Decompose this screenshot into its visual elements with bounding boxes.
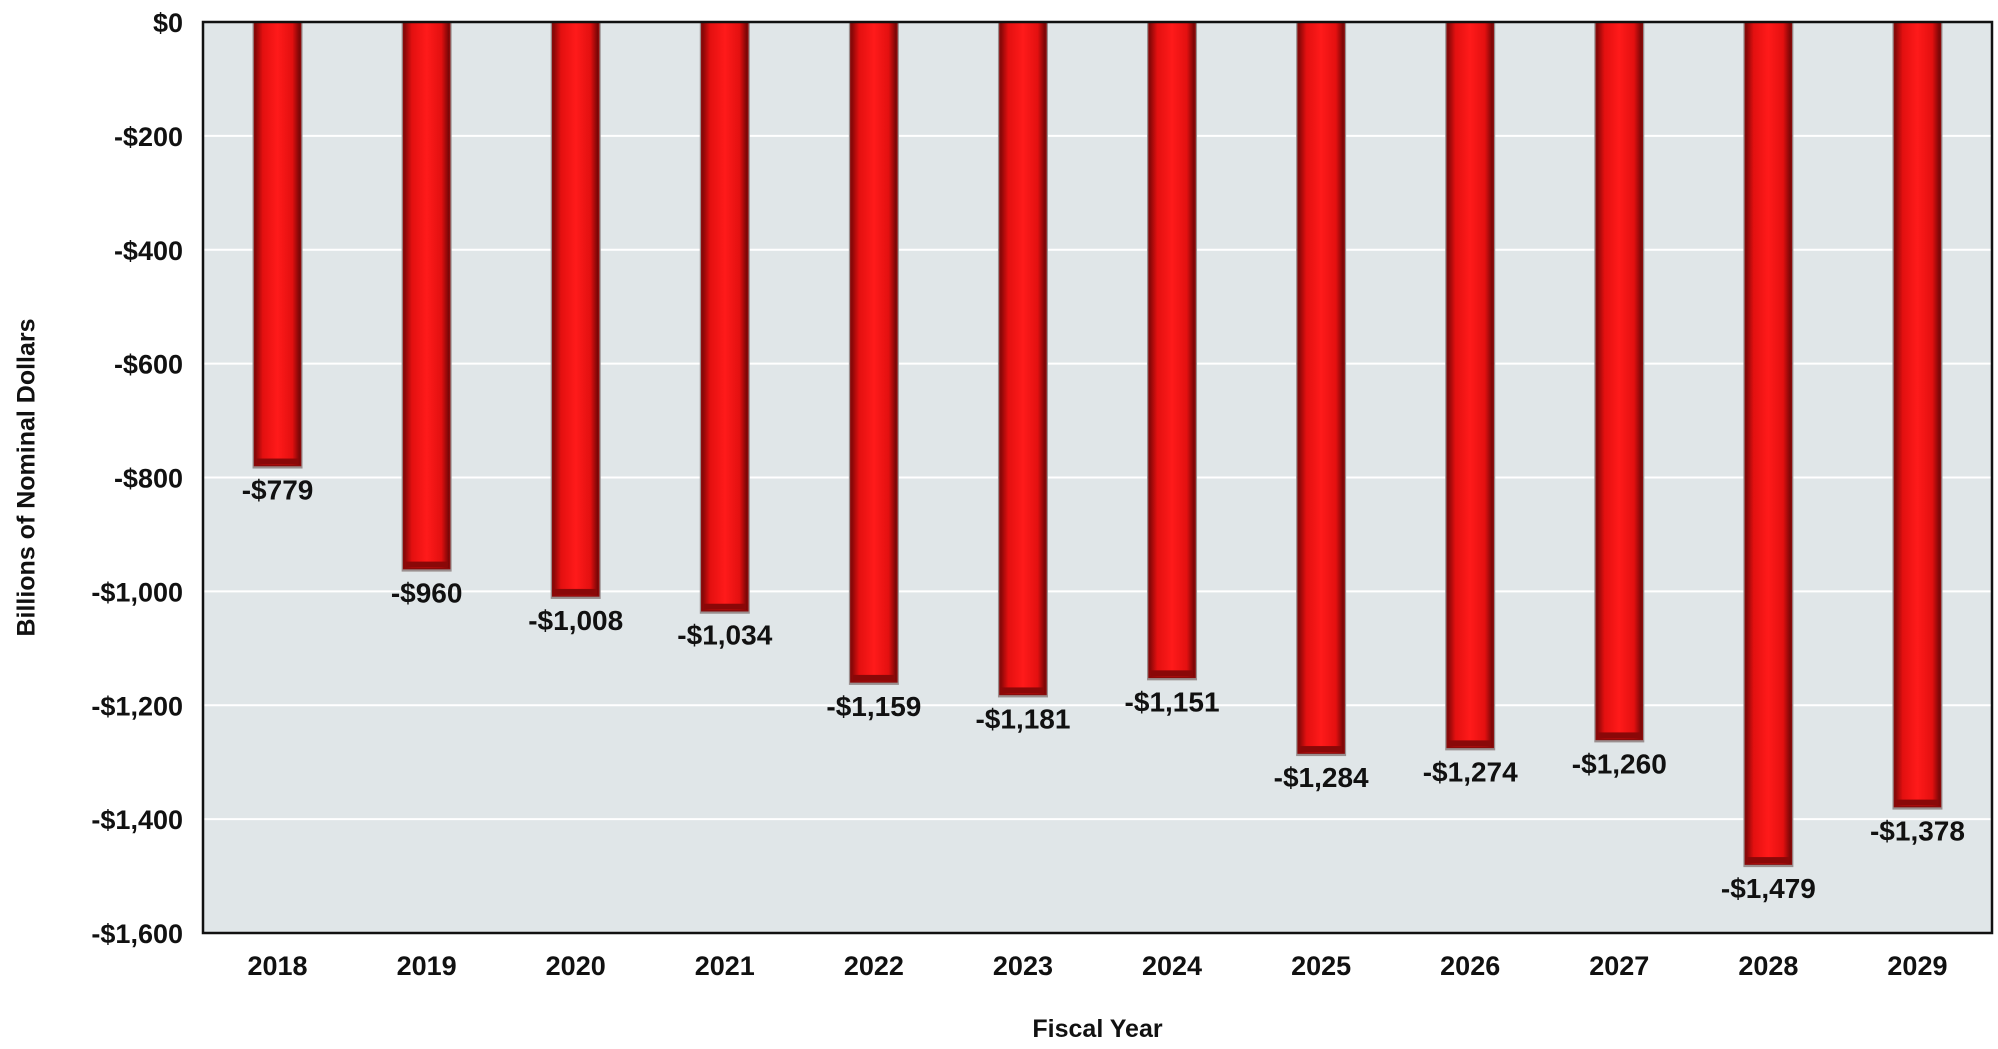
bar-2019 <box>401 21 452 572</box>
bar-cap <box>1747 857 1790 864</box>
data-label: -$1,479 <box>1721 873 1816 904</box>
x-axis-title: Fiscal Year <box>1032 1015 1162 1043</box>
bar-2021 <box>699 21 750 614</box>
data-label: -$1,274 <box>1423 756 1518 787</box>
x-tick-label: 2027 <box>1589 951 1649 981</box>
y-tick-labels: $0 -$200 -$400 -$600 -$800 -$1,000 -$1,200 -$1,… <box>91 8 183 949</box>
data-label: -$960 <box>391 578 463 609</box>
x-tick-labels: 2018 2019 2020 2021 2022 2023 2024 2025 2026 2027… <box>248 951 1948 981</box>
bar-2029 <box>1892 21 1943 810</box>
bar-cap <box>1598 732 1641 739</box>
bar-cap <box>1449 740 1492 747</box>
bar-cap <box>1896 799 1939 806</box>
bar-cap <box>852 674 895 681</box>
data-label: -$779 <box>242 475 314 506</box>
data-label: -$1,284 <box>1274 762 1369 793</box>
bar-cap <box>1151 670 1194 677</box>
y-tick-label: -$600 <box>114 350 183 380</box>
axes <box>201 20 1994 935</box>
data-label: -$1,008 <box>528 605 623 636</box>
bar-2022 <box>848 21 899 685</box>
x-tick-label: 2028 <box>1738 951 1798 981</box>
data-label: -$1,260 <box>1572 748 1667 779</box>
bar-2020 <box>550 21 601 599</box>
bar <box>1744 21 1793 865</box>
gridlines <box>203 134 1992 821</box>
bar-cap <box>1001 687 1044 694</box>
data-label: -$1,181 <box>975 703 1070 734</box>
bar <box>850 21 898 683</box>
bar <box>402 21 451 570</box>
data-label: -$1,034 <box>677 620 772 651</box>
bar <box>1148 21 1196 679</box>
bar <box>1446 21 1494 749</box>
bar-cap <box>405 561 448 568</box>
x-tick-label: 2021 <box>695 951 755 981</box>
bar <box>253 21 302 467</box>
bar <box>701 21 749 612</box>
y-tick-label: -$1,000 <box>91 577 183 607</box>
x-tick-label: 2019 <box>397 951 457 981</box>
x-tick-label: 2024 <box>1142 951 1202 981</box>
bars <box>252 21 1943 868</box>
y-tick-label: -$1,200 <box>91 691 183 721</box>
bar-2027 <box>1594 21 1645 743</box>
y-tick-label: $0 <box>153 8 183 38</box>
data-labels: -$779 -$960 -$1,008 -$1,034 -$1,159 -$1,181 -$… <box>242 475 1965 905</box>
y-tick-label: -$400 <box>114 236 183 266</box>
data-label: -$1,159 <box>826 691 921 722</box>
bar-2018 <box>252 21 303 469</box>
data-label: -$1,151 <box>1125 686 1220 717</box>
bar <box>1893 21 1942 808</box>
plot-frame <box>201 20 1994 935</box>
x-tick-label: 2023 <box>993 951 1053 981</box>
x-tick-label: 2022 <box>844 951 904 981</box>
bar <box>1297 21 1345 754</box>
x-tick-label: 2029 <box>1887 951 1947 981</box>
bar-cap <box>1300 746 1343 753</box>
bar <box>551 21 600 597</box>
bar-2026 <box>1445 21 1496 751</box>
y-tick-label: -$800 <box>114 464 183 494</box>
bar-2023 <box>997 21 1048 698</box>
y-tick-label: -$200 <box>114 122 183 152</box>
bar <box>1595 21 1644 741</box>
bar-2028 <box>1743 21 1794 868</box>
bar <box>999 21 1047 696</box>
bar-cap <box>703 603 746 610</box>
bar-2024 <box>1147 21 1198 681</box>
y-axis-title: Billions of Nominal Dollars <box>13 318 41 636</box>
x-tick-label: 2020 <box>546 951 606 981</box>
data-label: -$1,378 <box>1870 816 1965 847</box>
bar-2025 <box>1296 21 1347 757</box>
y-tick-label: -$1,400 <box>91 805 183 835</box>
x-tick-label: 2025 <box>1291 951 1351 981</box>
bar-cap <box>554 588 597 595</box>
y-tick-label: -$1,600 <box>91 919 183 949</box>
x-tick-label: 2018 <box>248 951 308 981</box>
bar-cap <box>256 458 299 465</box>
x-tick-label: 2026 <box>1440 951 1500 981</box>
